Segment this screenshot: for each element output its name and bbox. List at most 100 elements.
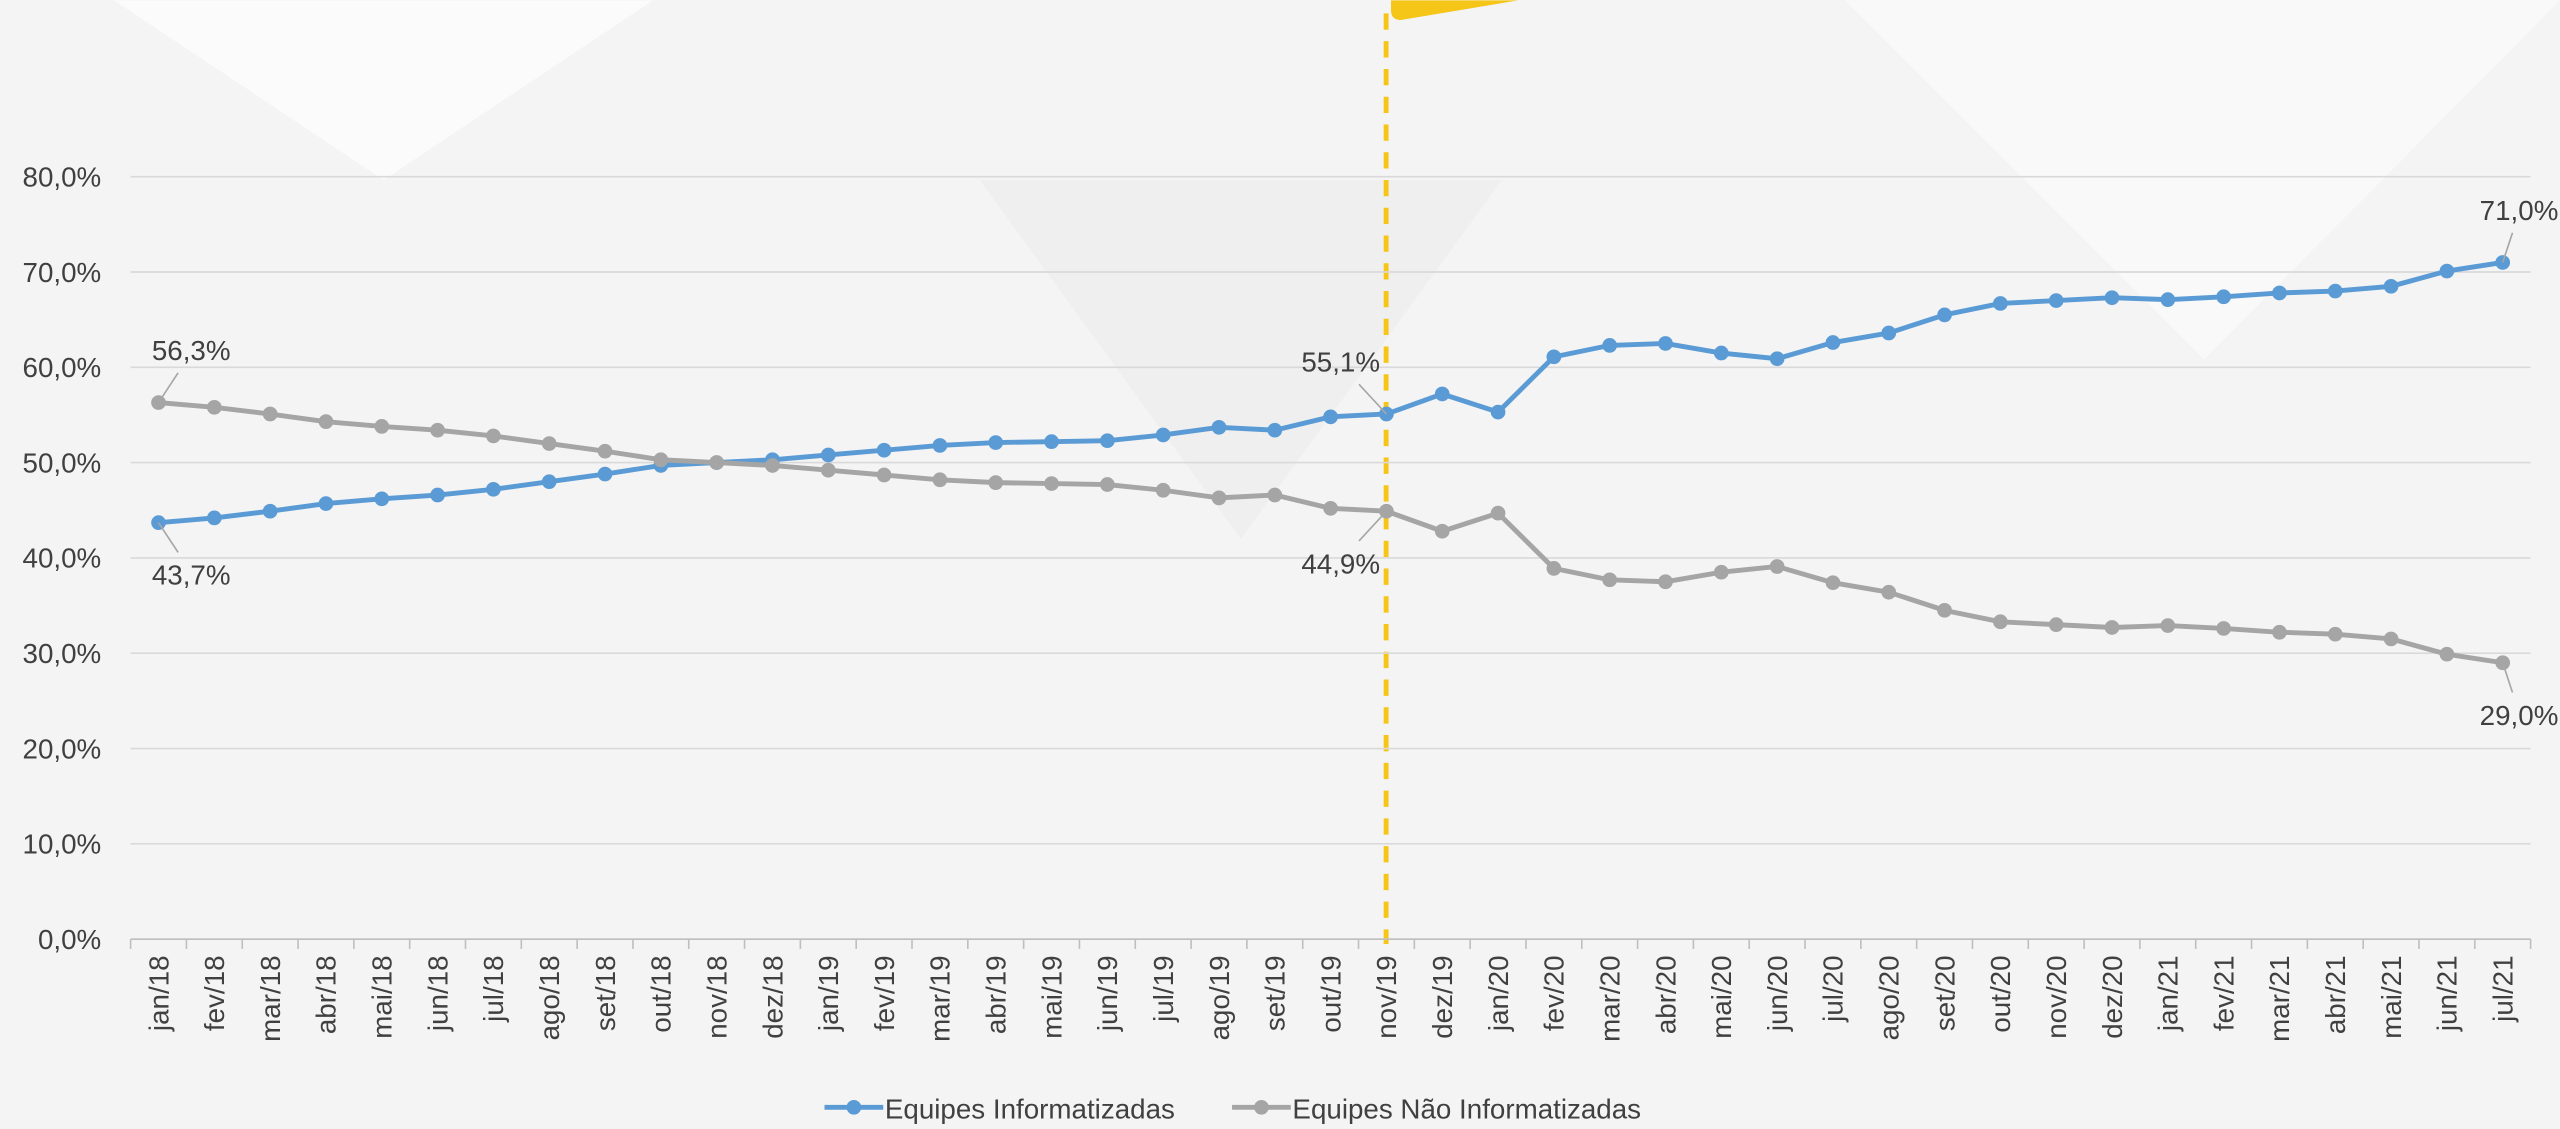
label-leader (157, 372, 179, 404)
point (486, 481, 501, 497)
point (1713, 564, 1729, 580)
x-tick-label: ago/18 (534, 955, 565, 1040)
point (2048, 617, 2064, 632)
x-tick-label: set/20 (1929, 955, 1960, 1031)
x-tick-label: jun/20 (1762, 955, 1793, 1032)
point (541, 436, 557, 451)
point (206, 510, 222, 526)
point (2272, 285, 2287, 301)
label-leader (1358, 383, 1388, 415)
point (1993, 614, 2008, 630)
point (1434, 386, 1450, 402)
x-tick-label: dez/18 (757, 955, 788, 1038)
x-tick-label: fev/21 (2208, 955, 2239, 1031)
x-tick-label: nov/19 (1371, 955, 1402, 1038)
background-pattern (1844, 0, 2560, 360)
x-tick-label: ago/19 (1204, 955, 1235, 1040)
point (1713, 345, 1729, 361)
point (1490, 505, 1506, 521)
x-tick-label: dez/19 (1427, 955, 1458, 1038)
point (2104, 620, 2120, 635)
x-tick-label: jul/20 (1818, 955, 1849, 1022)
point (653, 452, 669, 468)
point (1881, 325, 1897, 341)
x-tick-label: mar/21 (2264, 955, 2295, 1041)
point (876, 467, 892, 483)
x-tick-label: jan/18 (143, 955, 174, 1032)
point (2327, 626, 2343, 642)
x-tick-label: mar/19 (925, 955, 956, 1041)
point (597, 466, 613, 482)
point (374, 491, 390, 507)
x-tick-label: mar/18 (255, 955, 286, 1041)
x-tick-label: jan/20 (1483, 955, 1514, 1032)
point (1100, 477, 1115, 492)
point (1825, 335, 1841, 350)
y-tick-label: 60,0% (23, 352, 102, 383)
point (486, 428, 501, 444)
point (374, 419, 390, 434)
y-tick-label: 80,0% (23, 161, 102, 192)
legend-label: Equipes Informatizadas (885, 1094, 1175, 1124)
point (1937, 307, 1952, 323)
point (1769, 559, 1785, 574)
point (1211, 420, 1227, 435)
x-tick-label: mai/19 (1036, 955, 1067, 1038)
x-tick-label: jan/19 (813, 955, 844, 1032)
point (1155, 482, 1171, 498)
point (1044, 476, 1059, 491)
x-tick-label: jun/21 (2432, 955, 2463, 1032)
point (1658, 574, 1673, 590)
point (262, 406, 278, 422)
point (709, 455, 725, 470)
point (1546, 561, 1562, 576)
point (262, 503, 278, 519)
marker-tag (1391, 0, 1519, 20)
point (318, 496, 334, 511)
point (1602, 338, 1618, 353)
y-tick-label: 40,0% (23, 543, 102, 574)
point (1658, 336, 1673, 351)
point (430, 422, 445, 438)
point (876, 442, 892, 458)
x-tick-label: jan/21 (2153, 955, 2184, 1032)
point (1937, 602, 1952, 618)
point (430, 487, 445, 503)
point (1769, 351, 1785, 367)
x-tick-label: abr/19 (981, 955, 1012, 1034)
background-pattern (114, 0, 654, 180)
point (1993, 296, 2008, 311)
point (1825, 575, 1841, 591)
point (2104, 290, 2120, 306)
y-tick-label: 10,0% (23, 829, 102, 860)
point (597, 443, 613, 459)
data-label: 43,7% (152, 560, 231, 591)
point (2048, 293, 2064, 308)
point (1155, 427, 1171, 443)
point (1323, 409, 1338, 425)
point (1490, 404, 1506, 420)
point (932, 472, 948, 488)
point (2160, 292, 2176, 307)
data-label: 56,3% (152, 335, 231, 366)
point (2160, 618, 2176, 633)
x-tick-label: mai/18 (367, 955, 398, 1038)
point (1267, 422, 1283, 438)
point (1546, 349, 1562, 365)
y-tick-label: 50,0% (23, 447, 102, 478)
point (820, 462, 836, 478)
x-tick-label: nov/20 (2041, 955, 2072, 1038)
label-leader (1358, 510, 1388, 542)
point (1434, 523, 1450, 539)
x-tick-label: abr/21 (2320, 955, 2351, 1034)
point (1323, 501, 1338, 516)
x-tick-label: fev/20 (1539, 955, 1570, 1031)
point (541, 474, 557, 490)
point (2383, 631, 2399, 647)
legend-label: Equipes Não Informatizadas (1292, 1094, 1641, 1124)
y-tick-label: 0,0% (38, 924, 101, 955)
x-tick-label: jun/18 (422, 955, 453, 1032)
y-tick-label: 20,0% (23, 733, 102, 764)
x-tick-label: abr/18 (311, 955, 342, 1034)
